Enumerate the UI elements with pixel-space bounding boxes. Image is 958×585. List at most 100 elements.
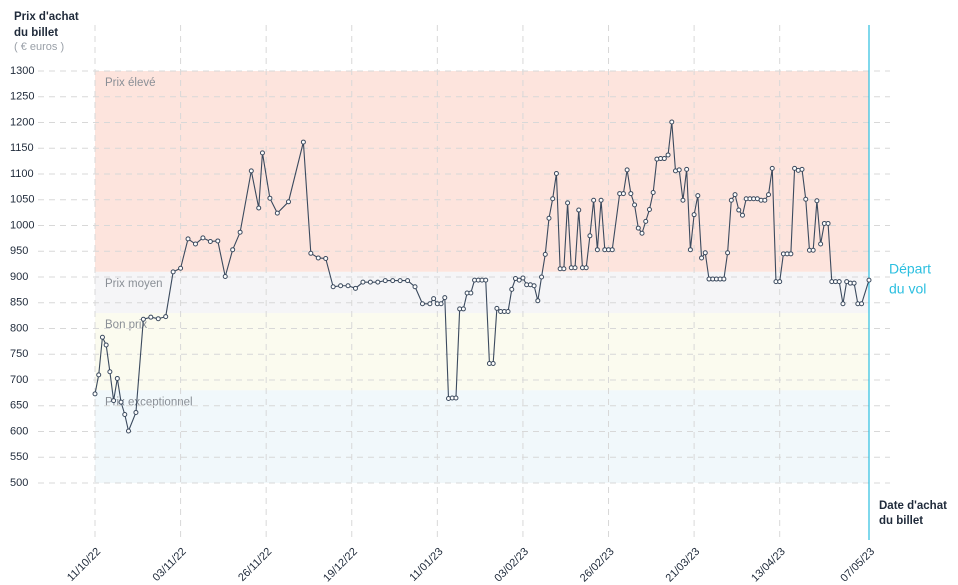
x-tick-label: 26/02/23 <box>578 546 617 585</box>
departure-label: Départ <box>889 261 931 277</box>
y-tick-label: 1050 <box>10 194 34 206</box>
price-band <box>95 71 869 272</box>
price-point <box>810 247 816 253</box>
price-point <box>531 283 537 289</box>
price-point <box>107 369 113 375</box>
price-point <box>352 285 358 291</box>
price-point <box>676 167 682 173</box>
x-tick-label: 26/11/22 <box>236 546 274 584</box>
price-point <box>431 296 437 302</box>
price-point <box>315 255 321 261</box>
price-point <box>792 165 798 171</box>
price-point <box>237 229 243 235</box>
y-tick-label: 1200 <box>10 116 34 128</box>
price-point <box>99 334 105 340</box>
price-point <box>118 399 124 405</box>
price-point <box>390 278 396 284</box>
price-point <box>215 238 221 244</box>
price-point <box>405 278 411 284</box>
departure-label: du vol <box>889 281 926 297</box>
y-tick-label: 750 <box>10 348 28 360</box>
price-point <box>222 273 228 279</box>
y-tick-label: 1000 <box>10 219 34 231</box>
price-point <box>825 220 831 226</box>
price-point <box>345 283 351 289</box>
price-point <box>609 247 615 253</box>
y-tick-label: 500 <box>10 477 28 489</box>
price-point <box>148 314 154 320</box>
band-label: Bon prix <box>105 319 147 331</box>
y-tick-label: 800 <box>10 322 28 334</box>
price-point <box>248 168 254 174</box>
price-point <box>92 391 98 397</box>
price-point <box>788 251 794 257</box>
price-point <box>207 238 213 244</box>
price-point <box>859 301 865 307</box>
price-point <box>125 428 131 434</box>
labels: Prix d'achat du billet ( € euros ) Date … <box>14 11 947 527</box>
y-tick-label: 1300 <box>10 65 34 77</box>
band-label: Prix élevé <box>105 77 156 89</box>
price-point <box>397 278 403 284</box>
price-point <box>739 212 745 218</box>
price-point <box>330 284 336 290</box>
y-tick-label: 700 <box>10 374 28 386</box>
marks <box>92 25 872 540</box>
price-point <box>777 279 783 285</box>
price-point <box>851 280 857 286</box>
price-point <box>163 314 169 320</box>
price-point <box>516 277 522 283</box>
price-point <box>840 301 846 307</box>
band-label: Prix exceptionnel <box>105 396 193 408</box>
price-point <box>736 207 742 213</box>
y-tick-label: 850 <box>10 297 28 309</box>
price-point <box>572 265 578 271</box>
price-point <box>259 150 265 156</box>
x-tick-label: 13/04/23 <box>749 546 788 585</box>
price-point <box>632 202 638 208</box>
price-point <box>561 266 567 272</box>
x-axis-title: Date d'achat <box>879 500 947 512</box>
x-tick-label: 03/11/22 <box>151 546 189 584</box>
price-point <box>419 301 425 307</box>
price-point <box>680 197 686 203</box>
price-point <box>646 207 652 213</box>
price-point <box>650 190 656 196</box>
y-tick-label: 950 <box>10 245 28 257</box>
price-point <box>702 250 708 256</box>
price-point <box>803 196 809 202</box>
price-point <box>140 316 146 322</box>
y-axis-title: Prix d'achat <box>14 11 79 23</box>
x-tick-label: 03/02/23 <box>492 546 531 585</box>
price-point <box>691 212 697 218</box>
price-point <box>96 372 102 378</box>
price-point <box>323 255 329 261</box>
price-point <box>699 255 705 261</box>
price-point <box>367 279 373 285</box>
price-point <box>620 191 626 197</box>
price-point <box>866 277 872 283</box>
price-band <box>95 313 869 391</box>
price-point <box>338 283 344 289</box>
price-point <box>505 309 511 315</box>
x-tick-label: 11/10/22 <box>65 546 103 584</box>
price-point <box>684 166 690 172</box>
price-point <box>643 218 649 224</box>
price-point <box>111 398 117 404</box>
price-point <box>483 277 489 283</box>
price-point <box>360 279 366 285</box>
bands: Prix élevé Prix moyen Bon prix Prix excepti… <box>95 71 869 483</box>
price-point <box>490 361 496 367</box>
price-point <box>583 265 589 271</box>
price-point <box>542 251 548 257</box>
y-tick-label: 900 <box>10 271 28 283</box>
price-point <box>725 250 731 256</box>
x-tick-label: 07/05/23 <box>838 546 877 585</box>
price-point <box>122 412 128 418</box>
price-point <box>200 235 206 241</box>
price-point <box>520 275 526 281</box>
price-point <box>442 295 448 301</box>
price-point <box>267 195 273 201</box>
band-label: Prix moyen <box>105 278 163 290</box>
price-point <box>624 167 630 173</box>
